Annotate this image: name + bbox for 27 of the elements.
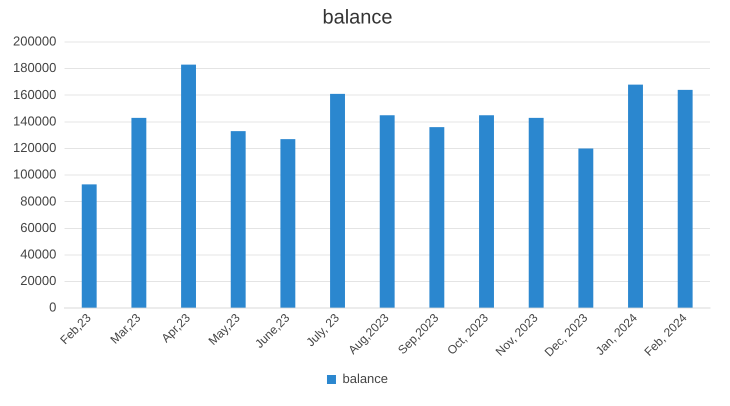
bar (628, 84, 643, 308)
y-tick-label: 180000 (12, 60, 56, 76)
chart-title: balance (322, 6, 393, 29)
bar (528, 118, 544, 308)
bar (678, 90, 693, 308)
legend-label: balance (342, 371, 388, 386)
bar (380, 115, 395, 308)
bar (181, 64, 196, 308)
y-tick-label: 80000 (20, 193, 56, 208)
bar (82, 184, 97, 308)
y-tick-label: 100000 (12, 166, 56, 182)
y-tick-label: 160000 (12, 86, 56, 102)
bar (230, 131, 246, 308)
bar (479, 115, 494, 308)
bar (578, 148, 594, 308)
x-tick-label: July, 23 (303, 310, 342, 350)
y-tick-label: 200000 (12, 34, 56, 49)
y-tick-label: 120000 (12, 140, 56, 156)
bar (429, 127, 444, 308)
y-tick-label: 0 (49, 300, 56, 315)
y-tick-label: 20000 (20, 273, 56, 288)
y-tick-label: 140000 (12, 113, 56, 128)
y-tick-label: 40000 (20, 246, 56, 262)
bar (330, 94, 345, 308)
y-tick-label: 60000 (20, 220, 56, 235)
bar (280, 139, 296, 308)
bar (131, 118, 146, 308)
